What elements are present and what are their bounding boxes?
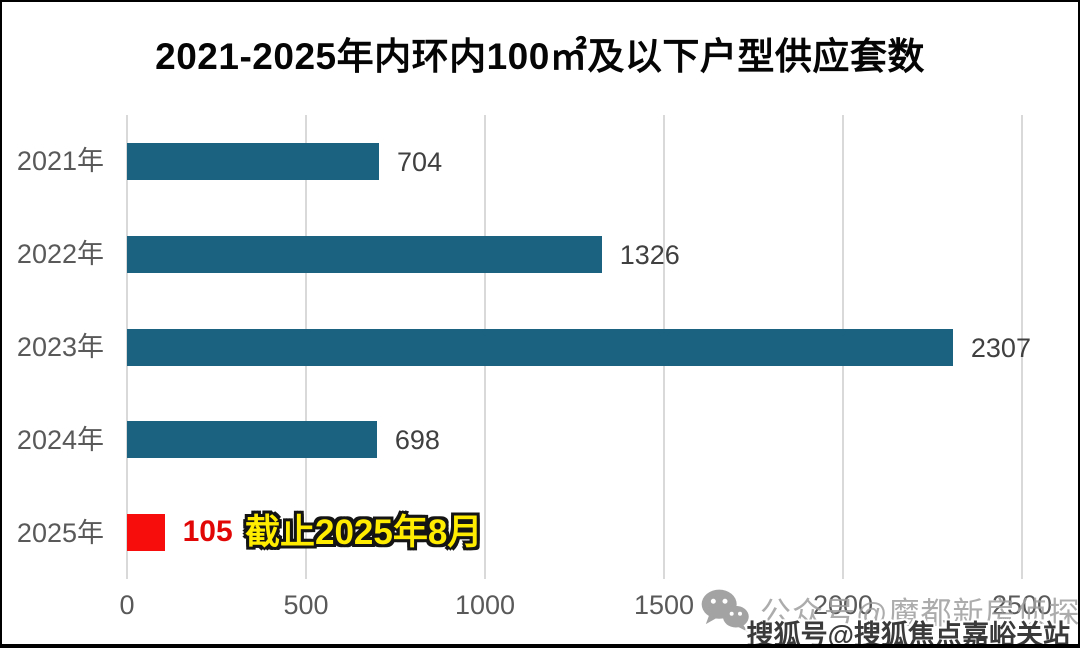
annotation-cutoff-date: 截止2025年8月 — [245, 512, 483, 552]
x-tick-2500: 2500 — [991, 590, 1053, 620]
y-axis-label-2025年: 2025年 — [16, 517, 104, 548]
value-label-2021年: 704 — [397, 146, 443, 177]
chart-title: 2021-2025年内环内100㎡及以下户型供应套数 — [155, 36, 925, 77]
value-label-2024年: 698 — [394, 425, 440, 456]
x-tick-500: 500 — [283, 590, 329, 620]
bar-2021年 — [127, 142, 380, 180]
wechat-watermark: 公众号@魔都新房侦探 — [700, 587, 1080, 633]
value-label-2022年: 1326 — [619, 239, 680, 270]
value-label-2025年: 105 — [182, 515, 233, 549]
x-tick-0: 0 — [119, 590, 135, 620]
value-label-2023年: 2307 — [970, 332, 1031, 363]
bar-2025年 — [127, 514, 165, 552]
gridline-2500 — [1021, 115, 1023, 579]
y-axis-label-2022年: 2022年 — [16, 239, 104, 270]
bar-2023年 — [127, 328, 953, 366]
y-axis-label-2023年: 2023年 — [16, 332, 104, 362]
x-tick-2000: 2000 — [812, 590, 874, 620]
y-axis-label-2021年: 2021年 — [16, 146, 104, 177]
bar-2022年 — [127, 235, 602, 273]
bar-2024年 — [127, 421, 377, 459]
wechat-icon — [700, 587, 750, 633]
x-tick-1500: 1500 — [633, 590, 695, 620]
x-tick-1000: 1000 — [454, 590, 516, 620]
sohu-watermark-text: 搜狐号@搜狐焦点嘉峪关站 — [746, 620, 1070, 648]
y-axis-label-2024年: 2024年 — [16, 424, 104, 455]
wechat-watermark-text: 公众号@魔都新房侦探 — [760, 595, 1080, 631]
